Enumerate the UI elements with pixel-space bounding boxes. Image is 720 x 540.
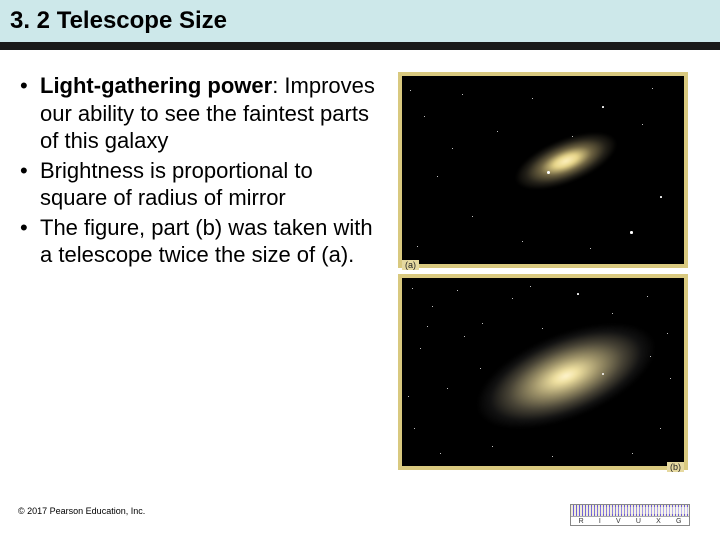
star-dot: [670, 378, 671, 379]
galaxy-image-b: [402, 278, 684, 466]
star-dot: [410, 90, 411, 91]
bullet-rest: Brightness is proportional to square of …: [40, 158, 313, 211]
slide-header: 3. 2 Telescope Size: [0, 0, 720, 42]
star-dot: [497, 131, 498, 132]
star-dot: [417, 246, 418, 247]
star-dot: [472, 216, 473, 217]
star-dot: [462, 94, 463, 95]
star-dot: [642, 124, 643, 125]
spectrum-letter: X: [656, 518, 661, 525]
star-dot: [532, 98, 533, 99]
spectrum-letter: I: [599, 518, 601, 525]
galaxy-core-b: [452, 287, 679, 464]
star-dot: [420, 348, 421, 349]
star-dot: [412, 288, 413, 289]
star-dot: [530, 286, 531, 287]
spectrum-letter: G: [676, 518, 681, 525]
galaxy-image-a: [402, 76, 684, 264]
star-dot: [612, 313, 613, 314]
star-dot: [652, 88, 653, 89]
star-dot: [522, 241, 523, 242]
spectrum-key: RIVUXG: [570, 504, 690, 526]
star-dot: [440, 453, 441, 454]
star-dot: [424, 116, 425, 117]
star-dot: [650, 356, 651, 357]
text-column: Light-gathering power: Improves our abil…: [20, 72, 380, 470]
bullet-rest: The figure, part (b) was taken with a te…: [40, 215, 373, 268]
star-dot: [667, 333, 668, 334]
galaxy-core-a: [499, 110, 633, 211]
image-label-a: (a): [402, 260, 419, 270]
star-dot: [427, 326, 428, 327]
slide-title: 3. 2 Telescope Size: [10, 7, 227, 35]
spectrum-band-labels: RIVUXG: [571, 516, 689, 525]
star-dot: [437, 176, 438, 177]
spectrum-letter: U: [636, 518, 641, 525]
bullet-item: The figure, part (b) was taken with a te…: [20, 214, 380, 269]
star-dot: [660, 428, 661, 429]
star-dot: [602, 106, 604, 108]
galaxy-image-b-frame: (b): [398, 274, 688, 470]
content-area: Light-gathering power: Improves our abil…: [0, 50, 720, 470]
bullet-lead: Light-gathering power: [40, 73, 272, 98]
star-dot: [512, 298, 513, 299]
star-dot: [447, 388, 448, 389]
spectrum-wave-icon: [571, 505, 689, 516]
star-dot: [572, 136, 573, 137]
bullet-item: Brightness is proportional to square of …: [20, 157, 380, 212]
star-dot: [482, 323, 483, 324]
star-dot: [464, 336, 465, 337]
bullet-list: Light-gathering power: Improves our abil…: [20, 72, 380, 269]
star-dot: [452, 148, 453, 149]
spectrum-letter: V: [616, 518, 621, 525]
header-divider: [0, 42, 720, 50]
star-dot: [552, 456, 553, 457]
star-dot: [630, 231, 633, 234]
star-dot: [414, 428, 415, 429]
star-dot: [577, 293, 579, 295]
star-dot: [590, 248, 591, 249]
star-dot: [647, 296, 648, 297]
star-dot: [660, 196, 662, 198]
image-column: (a) (b): [398, 72, 688, 470]
spectrum-letter: R: [579, 518, 584, 525]
star-dot: [632, 453, 633, 454]
star-dot: [457, 290, 458, 291]
image-label-b: (b): [667, 462, 684, 472]
bullet-item: Light-gathering power: Improves our abil…: [20, 72, 380, 155]
galaxy-image-a-frame: (a): [398, 72, 688, 268]
star-dot: [432, 306, 433, 307]
star-dot: [547, 171, 550, 174]
star-dot: [408, 396, 409, 397]
copyright-text: © 2017 Pearson Education, Inc.: [18, 506, 145, 516]
